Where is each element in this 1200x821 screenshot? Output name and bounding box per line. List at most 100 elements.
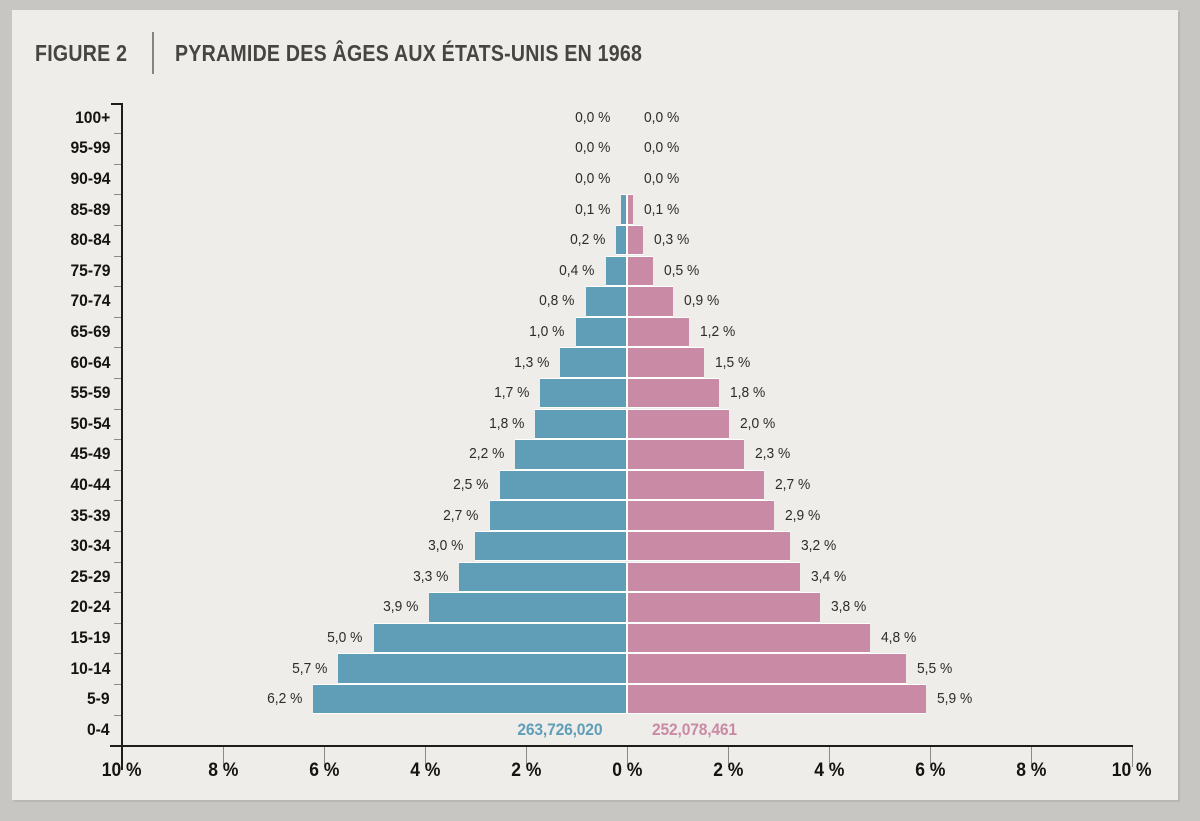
y-axis-tick [114,530,122,532]
x-tick-label: 8 % [207,760,239,781]
x-tick-label: 6 % [308,760,340,781]
age-axis-label: 0-4 [87,719,110,739]
female-bar [627,347,704,378]
female-total: 252,078,461 [652,719,737,739]
y-axis-tick [114,500,122,502]
female-value-label: 0,0 % [644,139,680,157]
x-tick-label: 6 % [914,760,946,781]
female-value-label: 2,0 % [740,414,776,432]
male-value-label: 0,4 % [559,261,595,279]
female-value-label: 0,9 % [684,292,720,310]
female-value-label: 4,8 % [881,629,917,646]
male-value-label: 5,0 % [327,629,363,646]
female-bar [627,439,745,470]
female-bar [627,377,719,409]
female-bar [627,408,729,440]
male-value-label: 2,5 % [453,476,489,493]
male-total: 263,726,020 [517,719,602,739]
x-tick-label: 10 % [1112,760,1152,781]
female-bar [627,500,775,531]
age-axis-label: 15-19 [69,628,110,647]
y-axis-tick [114,714,122,716]
female-value-label: 1,2 % [699,323,735,340]
x-axis-line [110,745,1133,747]
male-bar [489,500,627,531]
x-axis-tick [1132,747,1133,767]
female-value-label: 3,4 % [810,567,846,585]
female-value-label: 2,9 % [785,506,821,524]
male-value-label: 0,1 % [574,200,610,218]
y-axis-tick [114,377,122,379]
male-bar [373,622,627,654]
male-value-label: 5,7 % [291,659,328,677]
male-value-label: 0,0 % [574,108,610,126]
y-axis-tick [114,592,122,594]
y-axis-tick [114,255,122,257]
female-value-label: 0,1 % [644,200,680,218]
x-axis-tick [425,747,426,767]
male-value-label: 1,3 % [514,353,550,371]
age-axis-label: 100+ [74,107,110,127]
x-axis-tick [930,747,931,767]
male-value-label: 3,9 % [382,598,419,616]
female-value-label: 3,8 % [830,598,867,616]
age-axis-label: 45-49 [69,444,110,464]
y-axis-tick [114,133,122,135]
x-tick-label: 10 % [102,760,142,781]
y-axis-tick [114,653,122,655]
female-value-label: 3,2 % [800,537,836,555]
female-value-label: 1,5 % [714,353,751,371]
age-axis-label: 30-34 [69,536,110,556]
age-axis-label: 40-44 [69,475,110,494]
age-axis-label: 75-79 [69,260,110,280]
male-bar [499,469,627,501]
age-axis-label: 85-89 [69,199,110,219]
y-axis-tick [114,469,122,471]
age-axis-label: 70-74 [69,291,110,311]
male-value-label: 0,0 % [574,170,610,187]
male-bar [338,653,627,684]
male-bar [459,561,627,593]
y-axis-tick [114,224,122,226]
figure-card: FIGURE 2 PYRAMIDE DES ÂGES AUX ÉTATS-UNI… [12,10,1178,800]
female-bar [627,194,634,225]
y-axis-tick [114,347,122,349]
male-bar [615,224,627,256]
x-axis-tick [324,747,325,767]
male-value-label: 1,0 % [529,323,565,340]
age-axis-label: 25-29 [69,566,110,586]
male-value-label: 2,7 % [443,506,479,524]
female-value-label: 0,0 % [644,108,680,126]
male-bar [575,316,627,348]
male-value-label: 3,3 % [413,567,449,585]
female-value-label: 5,9 % [936,690,973,708]
male-value-label: 0,0 % [574,139,610,157]
x-axis-tick [223,747,224,767]
male-value-label: 1,7 % [493,384,530,402]
female-bar [627,592,820,623]
male-bar [540,377,627,409]
age-axis-label: 60-64 [69,352,110,372]
age-axis-label: 95-99 [69,138,110,158]
age-axis-label: 10-14 [69,658,110,678]
age-axis-label: 35-39 [69,505,110,525]
male-bar [620,194,627,225]
x-tick-label: 4 % [409,760,441,781]
y-axis-tick [114,622,122,624]
x-axis-tick [627,747,628,767]
y-axis-tick [114,408,122,410]
male-bar [474,530,627,562]
female-bar [627,530,790,562]
x-axis-tick [1031,747,1032,767]
age-axis-label: 90-94 [69,169,110,188]
age-axis-label: 5-9 [87,689,110,709]
female-value-label: 2,7 % [775,476,811,493]
pyramid-chart: 100+ 0,0 % 0,0 % 95-99 0,0 % 0,0 % 90-94 0,0 % 0… [12,10,1178,800]
female-bar [627,286,674,317]
female-value-label: 0,0 % [644,170,680,187]
x-tick-label: 2 % [712,760,744,781]
male-value-label: 1,8 % [488,414,525,432]
y-axis-tick [114,439,122,441]
y-axis-tick [114,316,122,318]
male-bar [514,439,627,470]
